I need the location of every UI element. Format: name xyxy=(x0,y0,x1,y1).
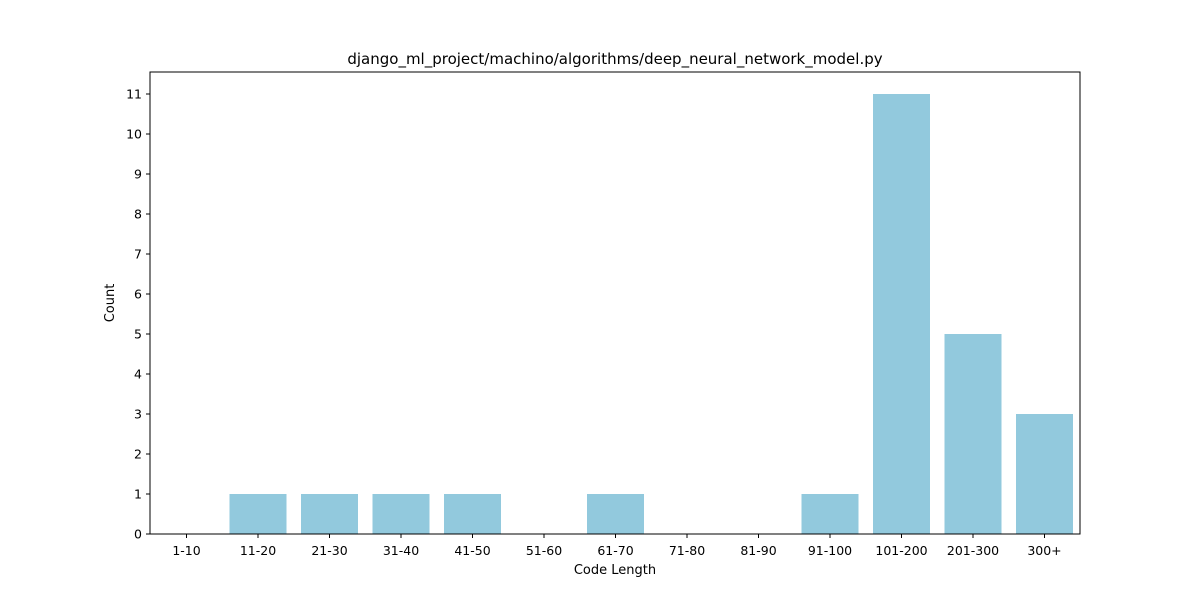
x-tick-label: 81-90 xyxy=(740,543,776,558)
y-axis-label: Count xyxy=(103,284,118,323)
x-tick-label: 31-40 xyxy=(383,543,419,558)
y-tick-label: 5 xyxy=(134,327,142,342)
y-tick-label: 7 xyxy=(134,247,142,262)
chart-title: django_ml_project/machino/algorithms/dee… xyxy=(347,50,882,69)
bar-201-300 xyxy=(944,334,1002,534)
bar-41-50 xyxy=(444,494,501,534)
x-tick-label: 201-300 xyxy=(947,543,999,558)
y-tick-label: 1 xyxy=(134,487,142,502)
x-tick-label: 11-20 xyxy=(240,543,276,558)
bar-61-70 xyxy=(587,494,644,534)
y-axis-ticks: 0 1 2 3 4 5 6 7 8 9 10 11 xyxy=(126,87,150,542)
x-axis-ticks: 1-10 11-20 21-30 31-40 41-50 51-60 61-70 71-80 8… xyxy=(172,534,1062,558)
x-tick-label: 71-80 xyxy=(669,543,705,558)
y-tick-label: 3 xyxy=(134,407,142,422)
x-tick-label: 91-100 xyxy=(808,543,852,558)
y-tick-label: 10 xyxy=(126,127,142,142)
bar-11-20 xyxy=(229,494,287,534)
y-tick-label: 9 xyxy=(134,167,142,182)
y-tick-label: 11 xyxy=(126,87,142,102)
x-axis-label: Code Length xyxy=(574,563,656,578)
x-tick-label: 61-70 xyxy=(597,543,633,558)
bar-101-200 xyxy=(873,94,930,534)
bars-group xyxy=(229,94,1073,534)
bar-31-40 xyxy=(372,494,430,534)
y-tick-label: 4 xyxy=(134,367,142,382)
y-tick-label: 8 xyxy=(134,207,142,222)
x-tick-label: 300+ xyxy=(1027,543,1061,558)
x-tick-label: 51-60 xyxy=(526,543,562,558)
bar-21-30 xyxy=(301,494,358,534)
y-tick-label: 2 xyxy=(134,447,142,462)
x-tick-label: 21-30 xyxy=(311,543,347,558)
x-tick-label: 41-50 xyxy=(454,543,490,558)
y-tick-label: 6 xyxy=(134,287,142,302)
bar-300+ xyxy=(1016,414,1073,534)
x-tick-label: 101-200 xyxy=(875,543,927,558)
bar-91-100 xyxy=(801,494,859,534)
y-tick-label: 0 xyxy=(134,527,142,542)
x-tick-label: 1-10 xyxy=(172,543,200,558)
plot-frame xyxy=(149,71,1081,535)
